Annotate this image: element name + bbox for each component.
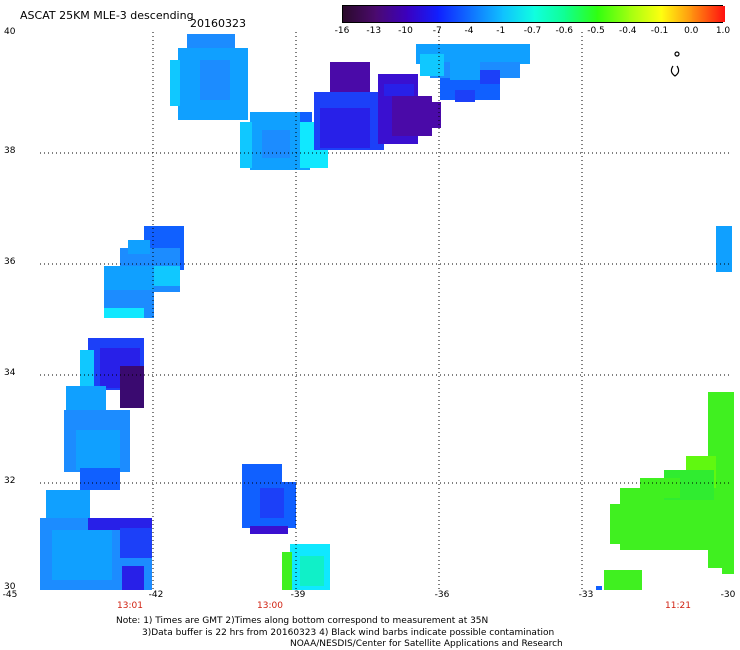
swath-cell [416, 44, 530, 64]
graticule [40, 32, 730, 590]
legend-color-segment [533, 6, 567, 22]
swath-cell [242, 464, 282, 484]
swath-cell [52, 530, 112, 580]
x-label-39: -39 [290, 590, 306, 600]
y-label-40: 40 [4, 27, 16, 37]
swath-cell [320, 108, 370, 148]
legend-label: -1 [496, 26, 506, 36]
legend-color-segment [597, 6, 630, 22]
legend-label: -0.6 [555, 26, 574, 36]
swath-cell [300, 112, 312, 122]
legend-label: -0.4 [618, 26, 637, 36]
time-label-1301: 13:01 [117, 601, 143, 611]
legend-color-segment [374, 6, 408, 22]
legend-color-segment [660, 6, 694, 22]
swath-cell [80, 468, 120, 490]
swath-cell [240, 122, 252, 168]
legend-label: 1.0 [715, 26, 731, 36]
swath-cell [170, 60, 180, 106]
color-legend-bar [342, 5, 725, 23]
legend-color-segment [628, 6, 662, 22]
swath-cell [716, 226, 732, 272]
x-label-42: -42 [148, 590, 164, 600]
swath-cell [640, 478, 680, 498]
swath-cell [282, 552, 292, 590]
time-label-1300: 13:00 [257, 601, 283, 611]
y-label-30: 30 [4, 582, 16, 592]
wind-barb-icon [670, 51, 680, 77]
swath-cell [120, 528, 152, 558]
x-label-36: -36 [434, 590, 450, 600]
swath-cell [604, 570, 642, 590]
swath-cell [260, 488, 284, 518]
swath-cell [88, 518, 152, 530]
legend-color-segment [406, 6, 440, 22]
x-label-30: -30 [720, 590, 736, 600]
legend-color-segment [501, 6, 535, 22]
legend-label: -16 [334, 26, 350, 36]
swath-cell [610, 504, 636, 544]
swath-cell [46, 490, 90, 520]
swath-cell [596, 586, 602, 590]
swath-cell [415, 102, 441, 128]
map-date: 20160323 [190, 17, 246, 30]
time-label-1121: 11:21 [665, 601, 691, 611]
legend-color-segment [565, 6, 598, 22]
swath-cell [420, 54, 444, 76]
swath-cell [250, 526, 288, 534]
note-line-3: NOAA/NESDIS/Center for Satellite Applica… [290, 639, 563, 649]
swath-cell [384, 84, 414, 96]
map-title: ASCAT 25KM MLE-3 descending [20, 9, 194, 22]
legend-color-segment [470, 6, 503, 22]
legend-label: -7 [432, 26, 442, 36]
legend-label: -0.1 [650, 26, 669, 36]
swath-cell [722, 544, 734, 574]
legend-label: -10 [398, 26, 413, 36]
swath-cell [104, 308, 144, 318]
x-label-45: -45 [2, 590, 18, 600]
swath-cell [300, 556, 324, 586]
swath-cell [450, 60, 480, 80]
legend-color-segment [438, 6, 471, 22]
note-line-2: 3)Data buffer is 22 hrs from 20160323 4)… [142, 628, 555, 638]
y-label-36: 36 [4, 257, 16, 267]
y-label-32: 32 [4, 476, 16, 486]
swath-cell [128, 240, 150, 254]
swath-cell [480, 70, 500, 84]
swath-cell [187, 34, 235, 48]
swath-cell [120, 366, 144, 408]
legend-color-segment [692, 6, 725, 22]
legend-label: -0.5 [587, 26, 605, 36]
legend-color-segment [343, 6, 376, 22]
note-line-1: Note: 1) Times are GMT 2)Times along bot… [116, 616, 489, 626]
swath-cell [330, 62, 370, 92]
swath-cell [122, 566, 144, 590]
y-label-34: 34 [4, 368, 16, 378]
swath-cell [154, 266, 180, 286]
x-label-33: -33 [578, 590, 594, 600]
swath-cell [455, 90, 475, 102]
legend-label: -13 [366, 26, 382, 36]
legend-label: -0.7 [523, 26, 542, 36]
map-area [40, 32, 734, 590]
swath-cell [200, 60, 230, 100]
legend-label: 0.0 [684, 26, 699, 36]
y-label-38: 38 [4, 146, 16, 156]
swath-cell [76, 430, 120, 470]
legend-label: -4 [464, 26, 474, 36]
